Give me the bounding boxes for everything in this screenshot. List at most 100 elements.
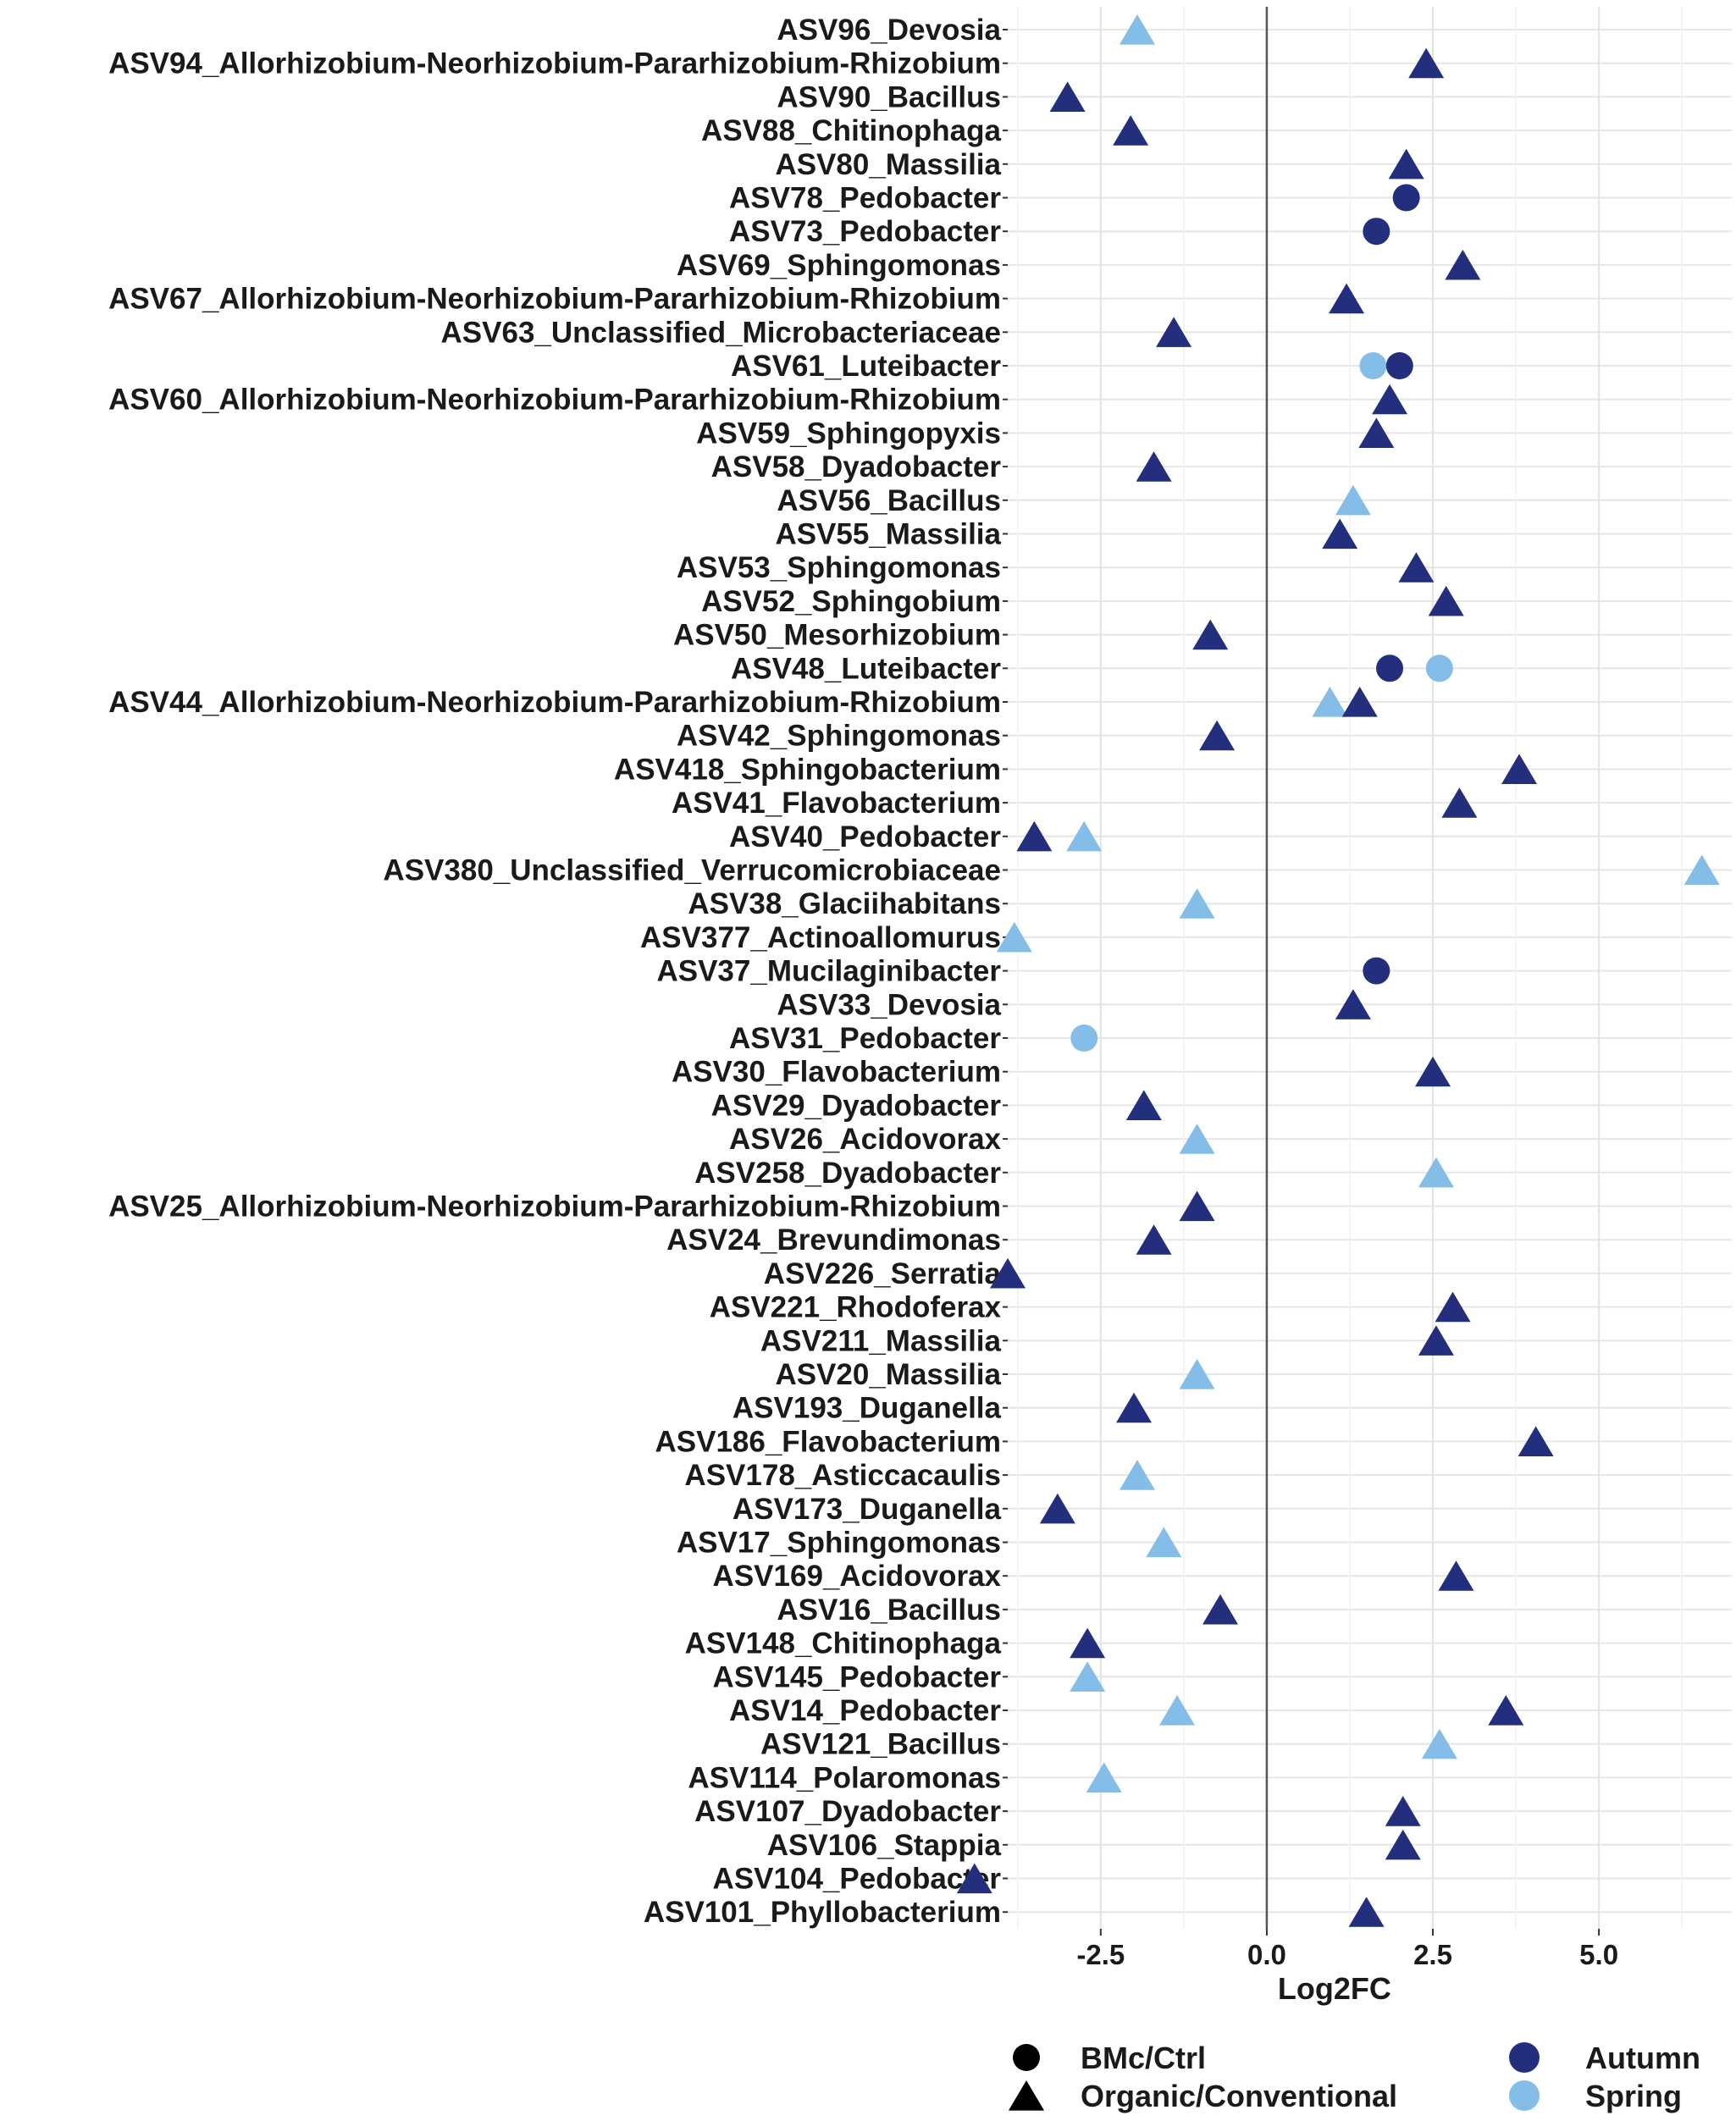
- point-triangle-autumn: [1199, 720, 1236, 751]
- point-triangle-spring: [1070, 1661, 1106, 1692]
- point-triangle-autumn: [1428, 585, 1464, 616]
- y-tick-label: ASV61_Luteibacter: [731, 350, 1001, 383]
- y-tick-label: ASV48_Luteibacter: [731, 652, 1001, 685]
- y-tick-label: ASV33_Devosia: [777, 988, 1001, 1021]
- y-tick-label: ASV226_Serratia: [764, 1257, 1002, 1290]
- point-triangle-spring: [1312, 687, 1348, 717]
- y-tick-label: ASV56_Bacillus: [777, 484, 1001, 517]
- data-points: [956, 14, 1720, 1927]
- y-tick-label: ASV145_Pedobacter: [713, 1660, 1002, 1693]
- y-tick-label: ASV58_Dyadobacter: [711, 450, 1002, 483]
- y-tick-label: ASV29_Dyadobacter: [711, 1089, 1002, 1122]
- point-triangle-autumn: [1408, 47, 1445, 79]
- y-tick-label: ASV186_Flavobacterium: [655, 1425, 1001, 1458]
- y-tick-label: ASV50_Mesorhizobium: [673, 619, 1001, 652]
- point-triangle-autumn: [1518, 1426, 1554, 1456]
- y-tick-label: ASV67_Allorhizobium-Neorhizobium-Pararhi…: [108, 283, 1001, 316]
- y-tick-label: ASV60_Allorhizobium-Neorhizobium-Pararhi…: [108, 384, 1001, 417]
- point-circle-autumn: [1392, 184, 1420, 212]
- point-triangle-spring: [1179, 1124, 1215, 1154]
- y-tick-label: ASV221_Rhodoferax: [710, 1291, 1002, 1324]
- point-triangle-autumn: [1445, 249, 1481, 280]
- y-tick-label: ASV16_Bacillus: [777, 1594, 1001, 1627]
- point-triangle-autumn: [1385, 1829, 1421, 1860]
- y-tick-label: ASV377_Actinoallomurus: [640, 921, 1001, 954]
- legend-triangle-key: [1009, 2080, 1044, 2111]
- y-tick-label: ASV53_Sphingomonas: [677, 551, 1001, 584]
- y-tick-label: ASV211_Massilia: [760, 1324, 1002, 1357]
- y-tick-label: ASV69_Sphingomonas: [677, 249, 1001, 282]
- y-tick-label: ASV78_Pedobacter: [729, 182, 1001, 215]
- y-tick-label: ASV80_Massilia: [775, 148, 1001, 181]
- y-tick-label: ASV114_Polaromonas: [688, 1761, 1001, 1794]
- y-tick-label: ASV40_Pedobacter: [729, 820, 1001, 853]
- point-triangle-autumn: [1039, 1493, 1075, 1524]
- point-circle-spring: [1425, 655, 1453, 682]
- y-tick-label: ASV104_Pedobacter: [713, 1863, 1002, 1896]
- point-triangle-autumn: [1202, 1594, 1239, 1625]
- y-tick-label: ASV96_Devosia: [777, 14, 1001, 47]
- y-tick-label: ASV63_Unclassified_Microbacteriaceae: [441, 316, 1001, 349]
- grid-layer: [1008, 7, 1732, 1929]
- point-triangle-autumn: [956, 1863, 992, 1894]
- point-triangle-autumn: [1335, 989, 1371, 1019]
- point-triangle-spring: [1086, 1762, 1122, 1792]
- point-triangle-autumn: [1179, 1190, 1215, 1222]
- y-tick-label: ASV44_Allorhizobium-Neorhizobium-Pararhi…: [108, 686, 1001, 719]
- point-triangle-autumn: [1156, 317, 1192, 347]
- point-triangle-autumn: [1435, 1291, 1471, 1323]
- point-triangle-autumn: [1488, 1695, 1524, 1726]
- x-tick-label: -2.5: [1076, 1939, 1125, 1970]
- point-triangle-autumn: [1136, 1224, 1172, 1255]
- point-triangle-spring: [996, 921, 1032, 953]
- legend-label-autumn: Autumn: [1585, 2041, 1700, 2075]
- point-triangle-spring: [1683, 854, 1720, 886]
- point-triangle-spring: [1066, 820, 1103, 852]
- point-triangle-spring: [1418, 1157, 1454, 1188]
- y-tick-label: ASV258_Dyadobacter: [694, 1157, 1001, 1190]
- y-axis-labels: ASV96_DevosiaASV94_Allorhizobium-Neorhiz…: [108, 14, 1008, 1929]
- point-triangle-autumn: [1116, 1392, 1153, 1423]
- point-triangle-autumn: [1329, 283, 1365, 314]
- point-triangle-autumn: [1136, 451, 1172, 482]
- y-tick-label: ASV121_Bacillus: [760, 1728, 1001, 1761]
- point-triangle-autumn: [1438, 1560, 1474, 1591]
- y-tick-label: ASV30_Flavobacterium: [672, 1056, 1001, 1089]
- y-tick-label: ASV26_Acidovorax: [729, 1123, 1002, 1156]
- point-triangle-autumn: [1125, 1090, 1162, 1120]
- y-tick-label: ASV20_Massilia: [775, 1358, 1001, 1391]
- point-triangle-spring: [1159, 1695, 1196, 1726]
- point-circle-autumn: [1385, 352, 1413, 379]
- y-tick-label: ASV37_Mucilaginibacter: [656, 955, 1001, 988]
- y-tick-label: ASV55_Massilia: [775, 518, 1001, 551]
- y-tick-label: ASV14_Pedobacter: [729, 1694, 1001, 1727]
- y-tick-label: ASV24_Brevundimonas: [666, 1223, 1001, 1257]
- y-tick-label: ASV101_Phyllobacterium: [644, 1896, 1001, 1929]
- y-tick-label: ASV38_Glaciihabitans: [688, 887, 1001, 920]
- point-triangle-autumn: [1358, 417, 1395, 448]
- point-triangle-autumn: [1341, 687, 1378, 717]
- point-triangle-autumn: [1348, 1897, 1385, 1927]
- legend: BMc/Ctrl Organic/Conventional Autumn Spring: [1009, 2041, 1700, 2113]
- legend-circle-key: [1013, 2044, 1040, 2071]
- y-tick-label: ASV94_Allorhizobium-Neorhizobium-Pararhi…: [108, 47, 1001, 80]
- legend-label-spring: Spring: [1585, 2079, 1682, 2113]
- point-triangle-spring: [1146, 1527, 1182, 1558]
- legend-color-key-spring: [1509, 2080, 1540, 2111]
- y-tick-label: ASV25_Allorhizobium-Neorhizobium-Pararhi…: [108, 1190, 1001, 1223]
- y-tick-label: ASV73_Pedobacter: [729, 215, 1001, 248]
- point-triangle-autumn: [1415, 1056, 1451, 1087]
- x-axis-ticks: -2.5 0.0 2.5 5.0: [1076, 1929, 1618, 1970]
- y-tick-label: ASV106_Stappia: [767, 1829, 1002, 1862]
- y-tick-label: ASV169_Acidovorax: [713, 1560, 1002, 1593]
- point-triangle-autumn: [1441, 787, 1478, 818]
- point-triangle-autumn: [1322, 518, 1358, 550]
- y-tick-label: ASV173_Duganella: [733, 1493, 1002, 1526]
- point-triangle-spring: [1119, 14, 1155, 45]
- point-triangle-autumn: [1372, 384, 1408, 415]
- legend-color-key-autumn: [1509, 2042, 1540, 2073]
- y-tick-label: ASV380_Unclassified_Verrucomicrobiaceae: [383, 854, 1001, 887]
- y-tick-label: ASV148_Chitinophaga: [685, 1627, 1002, 1660]
- point-triangle-spring: [1421, 1728, 1457, 1759]
